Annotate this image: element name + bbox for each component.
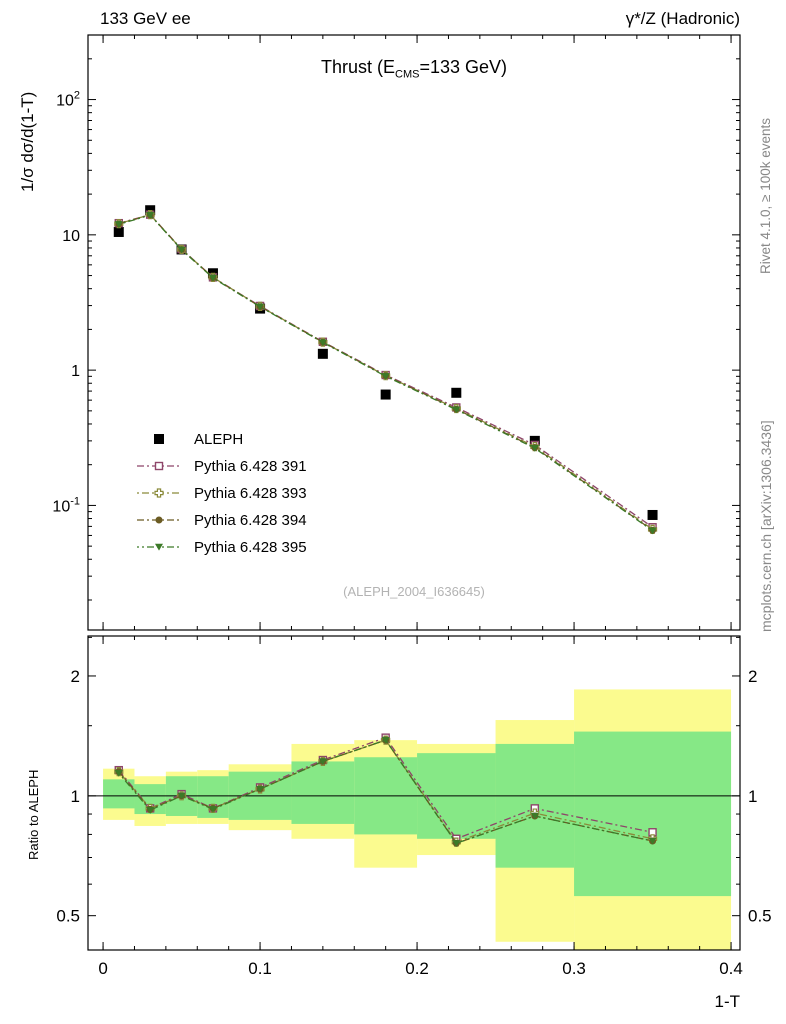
x-tick-label: 0.3 — [562, 959, 586, 978]
ratio-panel: 0 0.1 0.2 0.3 0.4 0.5 0.5 1 1 2 2 — [56, 635, 772, 978]
legend-item-pythia-6-428-394: Pythia 6.428 394 — [136, 511, 307, 529]
svg-text:10: 10 — [62, 228, 80, 245]
title-subscript: CMS — [395, 68, 420, 81]
legend-item-pythia-6-428-395: Pythia 6.428 395 — [136, 538, 307, 556]
x-tick-label: 0.4 — [719, 959, 743, 978]
legend-marker-icon — [137, 516, 181, 524]
main-panel: 10-1 1 10 102 — [52, 34, 741, 631]
analysis-id-watermark: (ALEPH_2004_I636645) — [343, 584, 485, 599]
y-tick-label: 1 — [748, 787, 757, 806]
data-uncertainty-inner — [574, 731, 732, 897]
mcplots-reference-note: mcplots.cern.ch [arXiv:1306.3436] — [758, 420, 774, 632]
y-tick-label: 0.5 — [56, 907, 80, 926]
svg-text:102: 102 — [56, 90, 80, 110]
series-line — [118, 214, 653, 532]
legend-label: ALEPH — [194, 430, 244, 448]
y-tick-label: 1 — [71, 787, 80, 806]
panel-frame — [87, 34, 741, 631]
legend-item-aleph: ALEPH — [136, 430, 307, 448]
legend-marker-icon — [137, 488, 181, 498]
legend-marker-icon — [137, 461, 181, 471]
legend-marker-icon — [154, 434, 164, 444]
x-tick-label: 0.2 — [405, 959, 429, 978]
y-tick-label: 0.5 — [748, 907, 772, 926]
x-axis-label: 1-T — [714, 992, 741, 1011]
ratio-axis-label: Ratio to ALEPH — [26, 769, 41, 860]
plot-title: Thrust (ECMS=133 GeV) — [321, 57, 507, 81]
title-text: Thrust (E — [320, 57, 395, 77]
legend-item-pythia-6-428-391: Pythia 6.428 391 — [136, 457, 307, 475]
rivet-version-note: Rivet 4.1.0, ≥ 100k events — [758, 118, 773, 274]
panel-frame — [87, 635, 741, 951]
legend-label: Pythia 6.428 395 — [194, 538, 307, 556]
legend: ALEPH Pythia 6.428 391 Pythia 6.428 393 Pyt… — [136, 430, 307, 556]
x-tick-label: 0.1 — [248, 959, 272, 978]
y-axis-label: 1/σ dσ/d(1-T) — [18, 91, 37, 192]
y-tick-label: 2 — [71, 667, 80, 686]
process-label: γ*/Z (Hadronic) — [625, 9, 740, 28]
svg-text:1: 1 — [71, 363, 80, 380]
data-uncertainty-inner — [291, 761, 355, 824]
title-text-end: =133 GeV) — [419, 57, 508, 77]
legend-label: Pythia 6.428 394 — [194, 511, 307, 529]
beam-energy-label: 133 GeV ee — [100, 9, 191, 28]
y-tick-label: 2 — [748, 667, 757, 686]
svg-text:10-1: 10-1 — [52, 495, 80, 515]
legend-label: Pythia 6.428 391 — [194, 457, 307, 475]
legend-marker-icon — [137, 543, 181, 551]
series-line — [118, 739, 653, 845]
series-line — [118, 736, 653, 840]
legend-label: Pythia 6.428 393 — [194, 484, 307, 502]
x-tick-label: 0 — [98, 959, 107, 978]
legend-item-pythia-6-428-393: Pythia 6.428 393 — [136, 484, 307, 502]
